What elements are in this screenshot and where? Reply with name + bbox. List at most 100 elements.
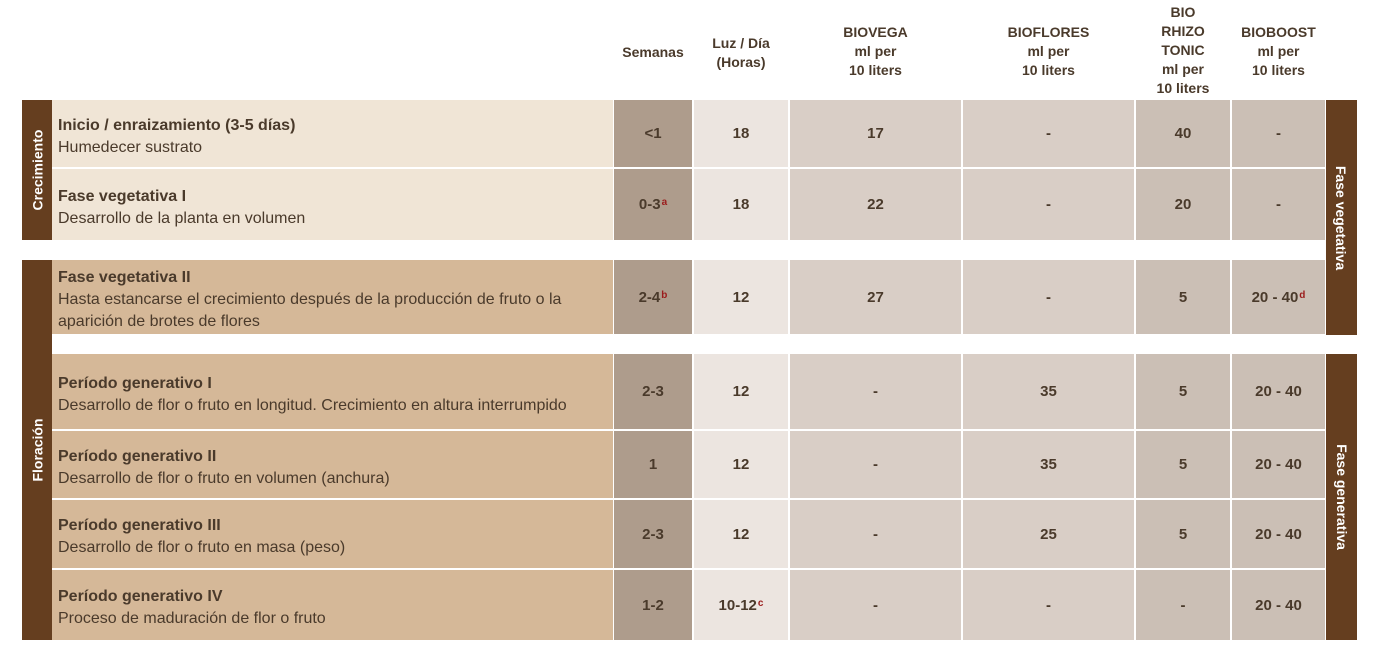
- cell-luz-value: 18: [732, 125, 750, 142]
- cell-biovega: -: [790, 570, 961, 640]
- cell-bioboost-value: 20 - 40: [1255, 383, 1302, 400]
- cell-biovega: 27: [790, 260, 961, 334]
- cell-bioflores-value: -: [1046, 596, 1051, 614]
- cell-biovega-value: 17: [867, 125, 884, 142]
- cell-luz-value: 18: [732, 196, 750, 213]
- cell-luz: 12: [694, 260, 788, 334]
- stage-description: Proceso de maduración de flor o fruto: [58, 610, 326, 627]
- stage-title: Período generativo III: [58, 517, 221, 534]
- cell-luz: 18: [694, 100, 788, 167]
- cell-biorhizo: 5: [1136, 354, 1230, 429]
- cell-bioboost-value: 20 - 40: [1251, 288, 1299, 306]
- stage-title: Período generativo IV: [58, 588, 223, 605]
- footnote-marker: b: [661, 289, 668, 301]
- cell-bioflores: 25: [963, 500, 1134, 568]
- cell-bioflores: -: [963, 260, 1134, 334]
- cell-biovega: -: [790, 431, 961, 498]
- cell-semanas-value: 2-3: [642, 383, 664, 400]
- cell-bioflores: 35: [963, 431, 1134, 498]
- cell-bioboost: -: [1232, 100, 1325, 167]
- cell-biovega-value: 22: [867, 196, 884, 213]
- cell-bioboost-value: 20 - 40: [1255, 596, 1302, 614]
- cell-luz: 10-12 c: [694, 570, 788, 640]
- cell-biovega-value: 27: [867, 288, 884, 306]
- footnote-marker: c: [757, 597, 764, 609]
- cell-bioboost-value: -: [1276, 196, 1281, 213]
- cell-biovega: 22: [790, 169, 961, 240]
- cell-biorhizo-value: 20: [1174, 196, 1192, 213]
- cell-semanas: <1: [614, 100, 692, 167]
- label-fase-vegetativa-text: Fase vegetativa: [1333, 165, 1350, 270]
- cell-bioboost: -: [1232, 169, 1325, 240]
- cell-biovega-value: -: [873, 525, 878, 543]
- cell-luz: 18: [694, 169, 788, 240]
- cell-bioflores: -: [963, 169, 1134, 240]
- label-floracion-text: Floración: [29, 418, 46, 482]
- cell-biovega-value: -: [873, 456, 878, 473]
- cell-semanas: 1: [614, 431, 692, 498]
- stage-description: Humedecer sustrato: [58, 138, 203, 156]
- cell-semanas: 2-4 b: [614, 260, 692, 334]
- table-row-stage: Período generativo I Desarrollo de flor …: [52, 354, 613, 429]
- cell-bioboost: 20 - 40: [1232, 431, 1325, 498]
- label-floracion: Floración: [22, 260, 52, 640]
- stage-title: Fase vegetativa II: [58, 269, 191, 286]
- cell-bioflores-value: 35: [1040, 456, 1057, 473]
- cell-biovega-value: -: [873, 596, 878, 614]
- stage-description: Desarrollo de flor o fruto en longitud. …: [58, 396, 567, 414]
- table-row-stage: Período generativo III Desarrollo de flo…: [52, 500, 613, 568]
- cell-semanas: 0-3 a: [614, 169, 692, 240]
- cell-biorhizo: 5: [1136, 500, 1230, 568]
- cell-biorhizo-value: -: [1180, 596, 1186, 614]
- cell-biorhizo: 5: [1136, 431, 1230, 498]
- cell-bioflores-value: 35: [1040, 383, 1057, 400]
- cell-bioboost: 20 - 40 d: [1232, 260, 1325, 334]
- cell-luz-value: 12: [732, 456, 750, 473]
- cell-semanas: 2-3: [614, 354, 692, 429]
- label-fase-vegetativa: Fase vegetativa: [1326, 100, 1357, 335]
- cell-semanas-value: <1: [644, 125, 662, 142]
- cell-biovega: 17: [790, 100, 961, 167]
- header-semanas: Semanas: [622, 44, 684, 60]
- cell-semanas-value: 2-4: [638, 288, 661, 306]
- label-crecimiento-text: Crecimiento: [29, 129, 46, 211]
- cell-semanas: 1-2: [614, 570, 692, 640]
- table-row-stage: Período generativo IV Proceso de madurac…: [52, 570, 613, 640]
- header-bioflores: BIOFLORES ml per 10 liters: [1007, 24, 1090, 78]
- cell-biorhizo-value: 40: [1174, 125, 1192, 142]
- header-biorhizo: BIO RHIZO TONIC ml per 10 liters: [1156, 4, 1210, 96]
- cell-bioflores-value: -: [1046, 125, 1051, 142]
- stage-description: Hasta estancarse el crecimiento después …: [58, 291, 562, 330]
- stage-description: Desarrollo de flor o fruto en masa (peso…: [58, 539, 346, 556]
- cell-bioboost: 20 - 40: [1232, 570, 1325, 640]
- cell-luz-value: 12: [732, 525, 750, 543]
- stage-description: Desarrollo de flor o fruto en volumen (a…: [58, 469, 390, 487]
- stage-title: Período generativo I: [58, 374, 212, 392]
- cell-biovega-value: -: [873, 383, 878, 400]
- cell-biorhizo-value: 5: [1178, 288, 1188, 306]
- header-luz: Luz / Día (Horas): [712, 35, 770, 70]
- footnote-marker: a: [661, 197, 668, 208]
- header-biovega: BIOVEGA ml per 10 liters: [843, 24, 908, 78]
- cell-biorhizo: -: [1136, 570, 1230, 640]
- cell-bioboost: 20 - 40: [1232, 500, 1325, 568]
- cell-luz-value: 12: [732, 288, 750, 306]
- cell-biorhizo: 5: [1136, 260, 1230, 334]
- header-bioboost: BIOBOOST ml per 10 liters: [1241, 24, 1316, 78]
- cell-luz-value: 10-12: [718, 596, 757, 614]
- cell-semanas-value: 1-2: [642, 596, 664, 614]
- cell-biovega: -: [790, 354, 961, 429]
- cell-bioboost-value: 20 - 40: [1255, 525, 1302, 543]
- table-row-stage: Fase vegetativa I Desarrollo de la plant…: [52, 169, 613, 240]
- label-crecimiento: Crecimiento: [22, 100, 52, 240]
- table-row-stage: Período generativo II Desarrollo de flor…: [52, 431, 613, 498]
- cell-biorhizo-value: 5: [1178, 525, 1188, 543]
- cell-luz-value: 12: [732, 383, 750, 400]
- cell-semanas: 2-3: [614, 500, 692, 568]
- stage-description: Desarrollo de la planta en volumen: [58, 209, 306, 227]
- stage-title: Inicio / enraizamiento (3-5 días): [58, 116, 296, 134]
- cell-biorhizo-value: 5: [1178, 456, 1188, 473]
- cell-bioflores: -: [963, 570, 1134, 640]
- stage-title: Fase vegetativa I: [58, 187, 187, 205]
- cell-bioflores-value: -: [1046, 196, 1051, 213]
